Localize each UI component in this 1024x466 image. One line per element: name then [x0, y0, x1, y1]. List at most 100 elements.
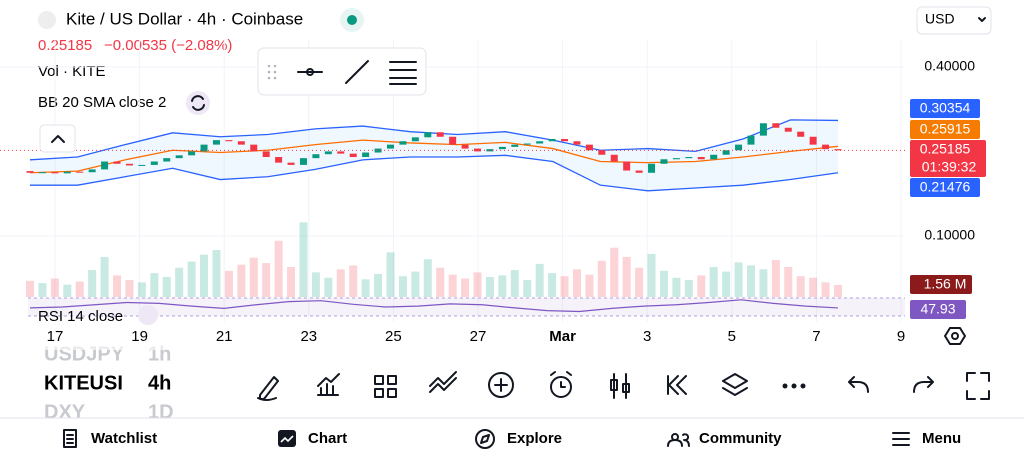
volume-bar	[722, 271, 731, 297]
volume-bar	[796, 276, 805, 297]
alert-hands	[550, 371, 572, 388]
candle	[772, 123, 780, 128]
volume-bar	[349, 265, 358, 297]
candle	[710, 154, 718, 160]
horizontal-line-tool[interactable]	[297, 68, 323, 76]
tag-last	[910, 140, 986, 177]
candle	[287, 162, 295, 165]
candle	[38, 172, 46, 174]
candle	[51, 172, 59, 174]
candle	[536, 141, 544, 144]
candle	[212, 140, 220, 145]
draw-tool[interactable]	[257, 376, 279, 401]
chart-icon-line	[280, 435, 294, 443]
candle	[436, 132, 444, 137]
indicator-icon[interactable]	[186, 91, 210, 115]
tag-bb-upper-text: 0.30354	[920, 100, 971, 116]
volume-bar	[100, 256, 109, 297]
x-tick-label: 7	[812, 328, 820, 345]
currency-select[interactable]	[916, 6, 992, 35]
volume-bar	[448, 274, 457, 297]
candle	[648, 163, 656, 173]
settings-tool[interactable]	[389, 61, 417, 85]
candle	[411, 137, 419, 142]
watch-interval[interactable]: 1D	[148, 401, 174, 423]
volume-legend[interactable]: Vol · KITE	[38, 63, 106, 80]
candle	[585, 144, 593, 151]
candle	[125, 163, 133, 166]
collapse-button[interactable]	[39, 124, 76, 153]
volume-bar	[473, 272, 482, 297]
alert-tool[interactable]	[550, 376, 572, 398]
nav-item[interactable]: Explore	[507, 430, 562, 447]
settings-icon[interactable]	[944, 327, 966, 345]
candle	[299, 158, 307, 165]
fullscreen-tool[interactable]	[966, 372, 990, 400]
candle	[237, 141, 245, 145]
indicator-legend[interactable]: BB 20 SMA close 2	[38, 94, 166, 111]
replay-tool[interactable]	[667, 375, 687, 395]
x-tick-label: 19	[131, 328, 148, 345]
volume-bar	[299, 222, 308, 297]
rsi-legend[interactable]: RSI 14 close	[38, 308, 123, 325]
plot-area: 17 19 21 23 25 27 Mar 3 5 7 9 0.40000 0.10000	[0, 40, 975, 345]
watch-interval[interactable]: 4h	[148, 372, 171, 394]
rsi-icon[interactable]	[138, 305, 158, 325]
candle	[76, 171, 84, 173]
candle	[759, 123, 767, 136]
volume-bar	[200, 254, 209, 297]
templates-tool[interactable]	[374, 375, 397, 398]
explore-needle	[480, 434, 490, 444]
compare-tool[interactable]	[429, 371, 457, 393]
watch-symbol[interactable]: DXY	[44, 401, 86, 423]
band-line	[30, 154, 839, 192]
candle	[784, 127, 792, 132]
volume-bar	[597, 260, 606, 297]
band-line	[29, 119, 839, 161]
volume-bar	[374, 273, 383, 297]
volume-bar	[386, 252, 395, 297]
nav-item[interactable]: Menu	[922, 430, 961, 447]
candle	[275, 157, 283, 163]
candle	[561, 139, 569, 142]
volume-bar	[809, 277, 818, 297]
y-tick-label: 0.10000	[924, 227, 975, 243]
watch-symbol[interactable]: KITEUSI	[44, 372, 123, 394]
trend-line-tool[interactable]	[345, 60, 369, 84]
nav-item[interactable]: Watchlist	[91, 430, 157, 447]
undo-tool[interactable]	[848, 376, 869, 393]
status-dot	[347, 15, 357, 25]
rsi-band	[28, 298, 905, 316]
chart-type-tool[interactable]	[610, 373, 630, 399]
explore-icon	[475, 429, 495, 449]
volume-bar	[75, 281, 84, 297]
more-tool[interactable]	[782, 383, 806, 389]
tag-bb-upper	[910, 99, 980, 118]
candle	[498, 146, 506, 150]
candle	[349, 153, 357, 158]
tag-rsi	[910, 300, 966, 319]
indicators-tool[interactable]	[317, 373, 340, 396]
x-tick-label: Mar	[549, 328, 576, 345]
candle	[598, 150, 606, 155]
layers-tool[interactable]	[722, 373, 748, 396]
drag-handle[interactable]	[267, 64, 277, 80]
add-tool[interactable]	[488, 372, 514, 398]
tag-bb-lower	[910, 178, 980, 197]
candle	[822, 144, 830, 150]
candle	[635, 170, 643, 173]
nav-item[interactable]: Chart	[308, 430, 347, 447]
x-tick-label: 3	[643, 328, 651, 345]
nav-item[interactable]: Community	[699, 430, 782, 447]
volume-bar	[622, 256, 631, 297]
volume-bar	[63, 284, 72, 297]
volume-bar	[175, 267, 184, 297]
volume-bar	[224, 270, 233, 297]
volume-bar	[50, 278, 59, 297]
volume-bar	[287, 266, 296, 297]
redo-tool[interactable]	[913, 376, 934, 393]
candle	[424, 132, 432, 138]
chart-title[interactable]: Kite / US Dollar · 4h · Coinbase	[66, 9, 303, 28]
volume-bar	[274, 240, 283, 297]
